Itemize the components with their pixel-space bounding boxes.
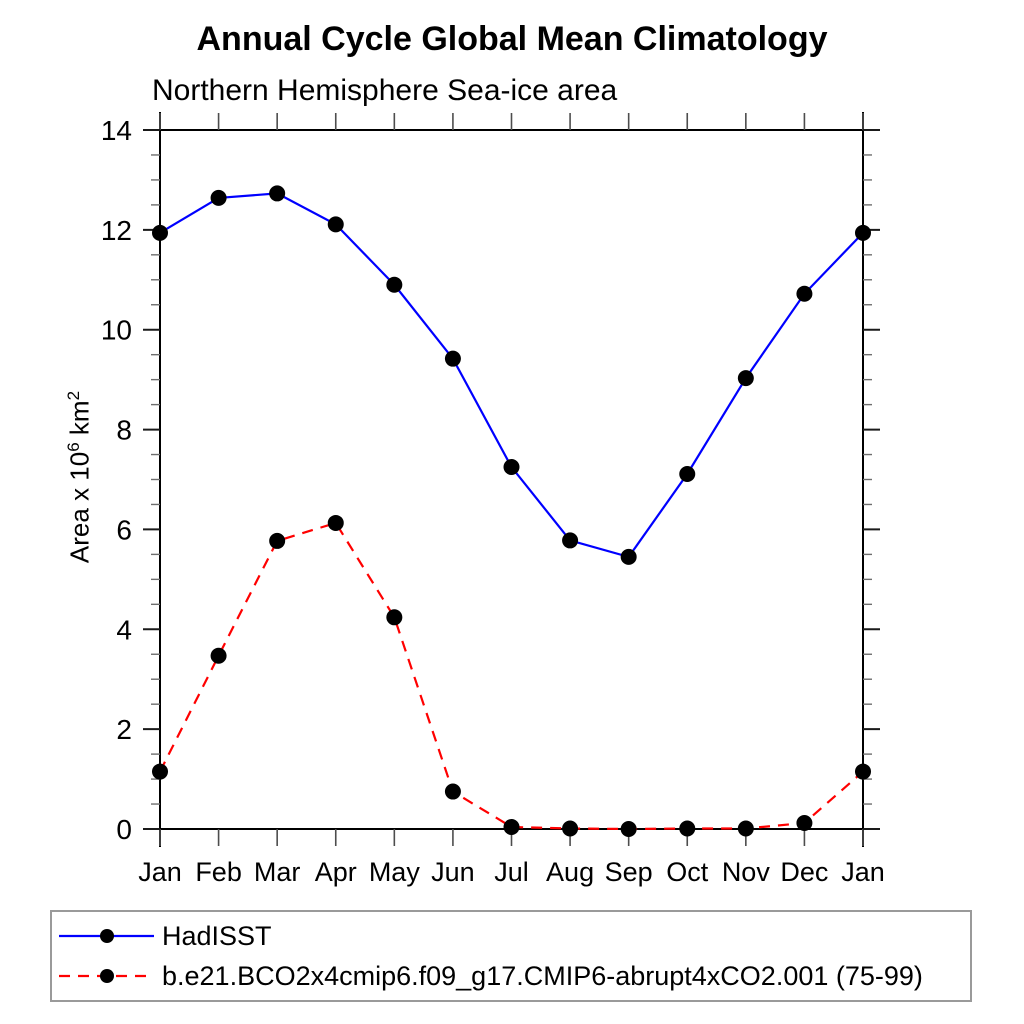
data-point	[327, 216, 344, 233]
legend-line-sample	[59, 929, 154, 943]
data-point	[210, 647, 227, 664]
data-point	[796, 285, 813, 302]
chart-title: Annual Cycle Global Mean Climatology	[196, 20, 828, 58]
data-point	[855, 224, 871, 241]
x-tick-label: Apr	[315, 857, 357, 887]
y-tick-label: 4	[116, 614, 132, 645]
data-point	[737, 370, 754, 387]
data-point	[679, 820, 696, 837]
legend-box: HadISST b.e21.BCO2x4cmip6.f09_g17.CMIP6-…	[50, 910, 972, 1002]
y-tick-label: 2	[116, 714, 132, 745]
legend-label-model: b.e21.BCO2x4cmip6.f09_g17.CMIP6-abrupt4x…	[162, 960, 923, 991]
data-point	[679, 466, 696, 483]
y-tick-label: 0	[116, 814, 132, 845]
legend-row-model: b.e21.BCO2x4cmip6.f09_g17.CMIP6-abrupt4x…	[54, 956, 970, 996]
x-tick-label: Nov	[722, 857, 771, 887]
x-tick-label: Oct	[666, 857, 709, 887]
x-tick-label: Sep	[605, 857, 653, 887]
data-point	[386, 609, 403, 626]
x-tick-label: Aug	[546, 857, 594, 887]
x-tick-label: Jul	[494, 857, 529, 887]
data-point	[737, 820, 754, 837]
x-tick-label: May	[369, 857, 421, 887]
data-point	[444, 783, 461, 800]
data-point	[562, 820, 579, 837]
legend-line-sample	[59, 969, 154, 983]
data-point	[269, 185, 286, 202]
data-point	[327, 514, 344, 531]
data-point	[503, 459, 520, 476]
legend-marker-dot	[100, 969, 114, 983]
data-point	[269, 532, 286, 549]
x-tick-label: Feb	[195, 857, 242, 887]
chart-subtitle: Northern Hemisphere Sea-ice area	[152, 74, 618, 107]
legend-label-hadisst: HadISST	[162, 920, 272, 951]
data-line-0	[159, 192, 864, 559]
x-tick-label: Jan	[841, 857, 885, 887]
legend-marker-dot	[100, 929, 114, 943]
x-tick-label: Jan	[138, 857, 182, 887]
data-point	[620, 548, 637, 565]
data-point	[152, 224, 168, 241]
data-point	[386, 276, 403, 293]
plot-area: Jan Feb Mar Apr May Jun Jul Aug Sep Oct Nov Dec Jan0…	[101, 112, 885, 887]
x-tick-label: Mar	[254, 857, 301, 887]
y-tick-label: 12	[101, 215, 132, 246]
x-tick-label: Jun	[431, 857, 475, 887]
data-point	[503, 819, 520, 836]
data-point	[444, 350, 461, 367]
x-tick-label: Dec	[780, 857, 828, 887]
data-point	[855, 763, 871, 780]
y-tick-label: 8	[116, 415, 132, 446]
y-tick-label: 10	[101, 315, 132, 346]
legend-row-hadisst: HadISST	[54, 916, 970, 956]
data-point	[210, 189, 227, 206]
data-point	[796, 815, 813, 832]
data-point	[152, 763, 168, 780]
y-tick-label: 6	[116, 514, 132, 545]
y-tick-label: 14	[101, 115, 132, 146]
data-line-1	[159, 521, 864, 831]
data-point	[620, 821, 637, 837]
data-point	[562, 532, 579, 549]
